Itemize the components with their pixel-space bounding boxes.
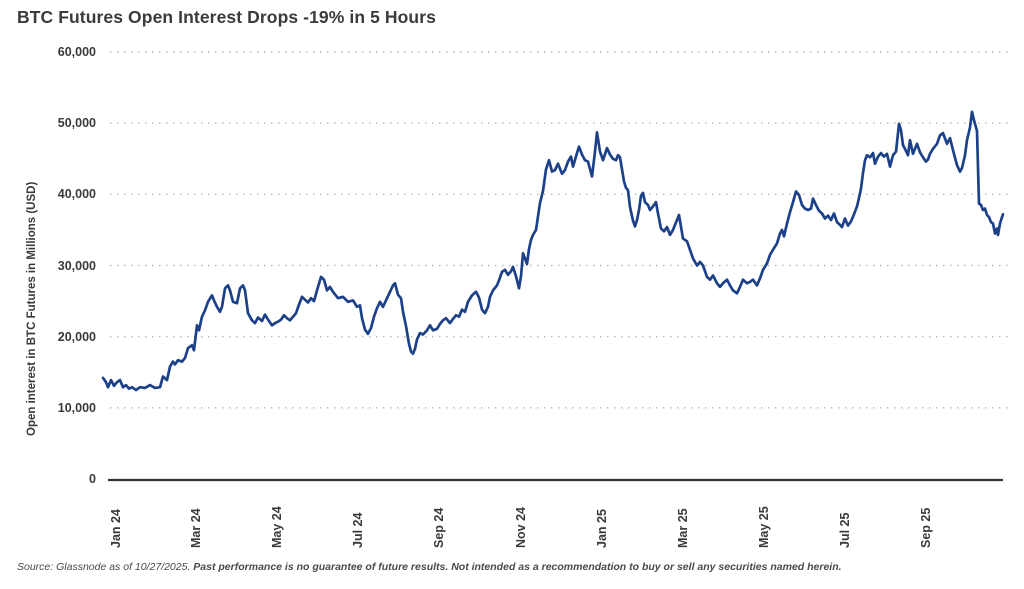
y-tick-label: 10,000 [57, 400, 96, 415]
x-tick-label: May 24 [270, 506, 284, 548]
y-tick-label: 0 [89, 472, 96, 486]
y-tick-label: 40,000 [57, 187, 96, 202]
x-tick-label: Jan 24 [109, 509, 123, 548]
y-tick-label: 50,000 [57, 116, 96, 131]
x-tick-label: Mar 24 [189, 508, 203, 548]
source-text: Source: Glassnode as of 10/27/2025. [17, 561, 194, 573]
x-tick-label: Jul 25 [838, 512, 852, 548]
open-interest-line [101, 110, 1005, 392]
chart-title: BTC Futures Open Interest Drops -19% in … [17, 7, 436, 27]
x-tick-label: Jan 25 [595, 509, 609, 548]
y-axis-title: Open interest in BTC Futures in Millions… [26, 181, 38, 436]
source-note: Source: Glassnode as of 10/27/2025. Past… [17, 561, 842, 573]
x-tick-label: Jul 24 [351, 512, 365, 548]
y-tick-label: 60,000 [57, 45, 96, 59]
disclaimer-text: Past performance is no guarantee of futu… [193, 561, 842, 573]
x-tick-label: Nov 24 [514, 507, 528, 548]
x-tick-label: Sep 24 [432, 507, 446, 548]
y-tick-label: 20,000 [57, 329, 96, 344]
x-tick-label: Mar 25 [676, 508, 690, 548]
x-tick-label: May 25 [757, 506, 771, 548]
x-tick-label: Sep 25 [919, 507, 933, 548]
y-tick-label: 30,000 [57, 258, 96, 273]
